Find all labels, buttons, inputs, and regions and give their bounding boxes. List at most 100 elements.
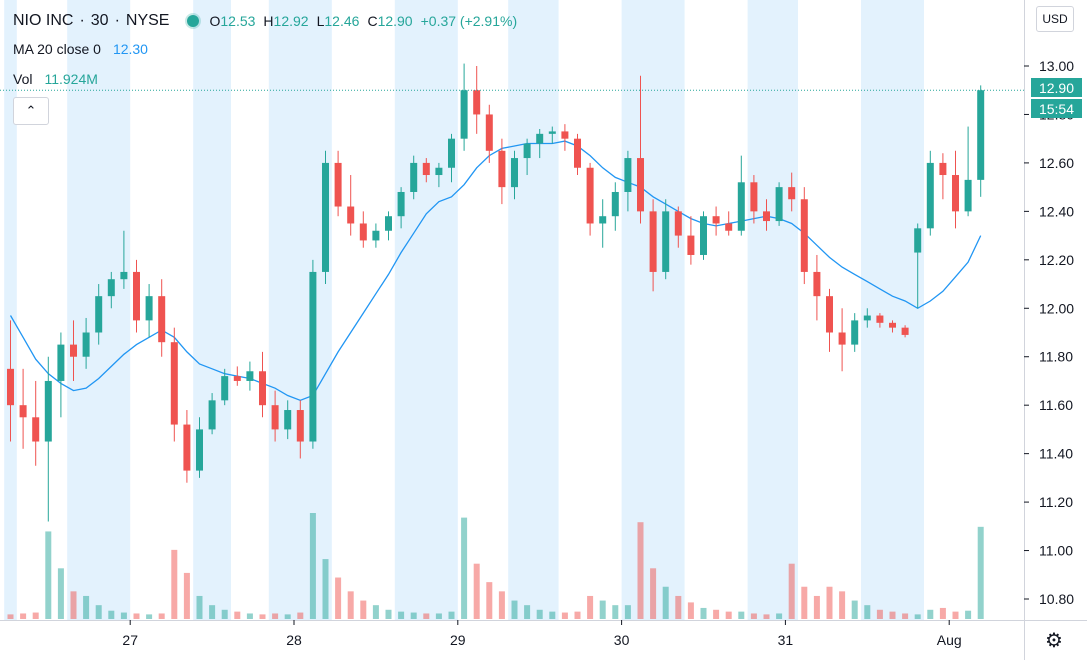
legend-separator: · — [114, 12, 120, 29]
ma-label: MA 20 close 0 — [13, 41, 101, 57]
candle-body — [649, 211, 657, 272]
volume-bar — [650, 568, 657, 619]
candle-body — [876, 315, 884, 323]
volume-bar — [511, 600, 518, 619]
volume-legend-row[interactable]: Vol 11.924M — [13, 71, 517, 89]
price-tick-label: 11.00 — [1039, 543, 1073, 559]
time-tick-label: 30 — [614, 632, 630, 648]
volume-bar — [813, 595, 820, 619]
change-value: +0.37 (+2.91%) — [420, 13, 518, 29]
symbol-name[interactable]: NIO INC — [13, 12, 74, 29]
candle-body — [939, 162, 947, 176]
price-tick-label: 11.80 — [1039, 349, 1073, 365]
collapse-legend-button[interactable]: ⌃ — [13, 97, 49, 125]
volume-bar — [45, 531, 52, 619]
candle-body — [498, 150, 506, 188]
volume-bar — [675, 595, 682, 619]
ma-line — [9, 140, 982, 401]
volume-bar — [7, 614, 14, 619]
time-tick-label: Aug — [937, 632, 962, 648]
candle-body — [385, 216, 392, 231]
volume-bar — [95, 605, 102, 619]
time-tick-label: 28 — [286, 632, 302, 648]
legend-separator: · — [79, 12, 85, 29]
candle-body — [964, 179, 972, 212]
volume-bar — [322, 559, 329, 619]
volume-bar — [965, 610, 972, 619]
candle-body — [536, 133, 544, 144]
candle-body — [410, 162, 418, 192]
exchange-label: NYSE — [125, 12, 170, 29]
session-band — [747, 0, 798, 620]
market-status-icon — [187, 15, 200, 27]
volume-bar — [826, 586, 833, 619]
volume-bar — [297, 612, 304, 619]
candle-body — [435, 167, 443, 176]
price-tick-label: 12.20 — [1039, 252, 1074, 268]
candle-body — [800, 199, 808, 272]
price-tick-label: 11.40 — [1039, 446, 1073, 462]
candle-body — [170, 342, 178, 425]
price-tick-label: 11.20 — [1039, 494, 1073, 510]
volume-bar — [32, 612, 39, 619]
volume-bar — [927, 609, 934, 619]
volume-bar — [272, 613, 279, 619]
currency-button[interactable]: USD — [1036, 6, 1074, 32]
candle-body — [737, 182, 745, 231]
bar-countdown-label: 15:54 — [1031, 99, 1082, 118]
volume-bar — [461, 517, 468, 619]
volume-bar — [864, 605, 871, 619]
volume-bar — [473, 563, 480, 619]
volume-bar — [637, 522, 644, 619]
volume-bar — [221, 609, 228, 619]
settings-button[interactable]: ⚙ — [1040, 626, 1068, 654]
volume-bar — [486, 582, 493, 619]
session-band — [4, 0, 17, 620]
candle-body — [599, 216, 607, 224]
volume-bar — [939, 607, 946, 619]
candle-body — [687, 235, 695, 255]
interval-label[interactable]: 30 — [90, 12, 109, 29]
volume-bar — [20, 613, 27, 619]
candle-body — [44, 380, 52, 442]
volume-bar — [284, 614, 291, 619]
volume-label: Vol — [13, 71, 33, 87]
candle-body — [372, 230, 380, 241]
volume-bar — [385, 609, 392, 619]
volume-bar — [335, 577, 342, 619]
volume-bar — [612, 605, 619, 619]
volume-bar — [700, 607, 707, 619]
candle-body — [952, 175, 959, 212]
candle-body — [523, 143, 531, 159]
volume-bar — [398, 611, 405, 619]
candle-body — [233, 376, 241, 381]
time-tick-label: 27 — [122, 632, 138, 648]
candle-body — [32, 417, 40, 442]
volume-bar — [902, 613, 909, 619]
volume-bar — [952, 611, 959, 619]
price-tick-label: 12.00 — [1039, 300, 1074, 316]
candle-body — [322, 162, 329, 272]
volume-bar — [158, 613, 165, 619]
ma-legend-row[interactable]: MA 20 close 0 12.30 — [13, 41, 517, 59]
volume-bar — [234, 611, 241, 619]
volume-bar — [839, 591, 846, 619]
candle-body — [347, 206, 355, 224]
candle-body — [82, 332, 90, 357]
candle-body — [826, 296, 833, 333]
last-price-label: 12.90 — [1031, 78, 1082, 97]
chart-legend: NIO INC · 30 · NYSE O12.53 H12.92 L12.46… — [13, 10, 517, 89]
open-value: O12.53 — [209, 13, 256, 29]
candle-body — [574, 138, 581, 168]
candle-body — [561, 131, 569, 139]
candle-body — [246, 371, 254, 381]
high-value: H12.92 — [263, 13, 309, 29]
volume-bar — [914, 614, 921, 619]
session-band — [193, 0, 231, 620]
candle-body — [485, 114, 493, 151]
volume-bar — [448, 611, 455, 619]
volume-bar — [738, 611, 745, 619]
time-tick-label: 29 — [450, 632, 466, 648]
candle-body — [120, 271, 128, 280]
